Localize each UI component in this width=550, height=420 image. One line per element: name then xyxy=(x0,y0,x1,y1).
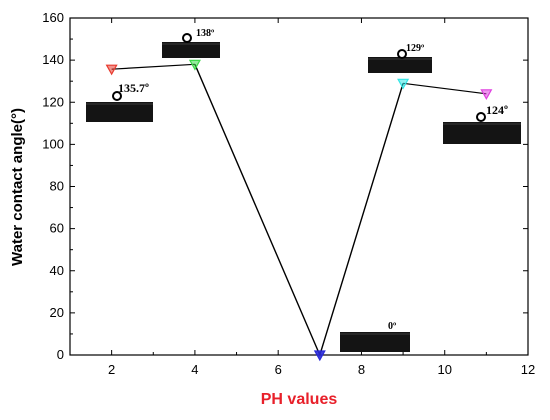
x-tick-label: 2 xyxy=(108,362,115,377)
series-line xyxy=(194,64,404,358)
droplet-photo xyxy=(443,122,521,144)
data-point-marker xyxy=(397,78,410,90)
droplet-icon xyxy=(112,91,122,101)
angle-label: 135.7º xyxy=(118,81,149,95)
x-axis-title: PH values xyxy=(261,391,338,408)
angle-annotations: 135.7º 138º 0º 129º 124º xyxy=(118,28,508,332)
data-point-marker xyxy=(105,64,118,76)
y-tick-label: 100 xyxy=(42,136,64,151)
angle-label: 0º xyxy=(388,321,397,332)
x-tick-label: 6 xyxy=(275,362,282,377)
series-segment xyxy=(111,63,195,70)
y-tick-label: 20 xyxy=(50,305,64,320)
droplet-icon xyxy=(182,33,192,43)
y-tick-label: 120 xyxy=(42,94,64,109)
data-point-marker xyxy=(313,350,326,362)
droplet-photo xyxy=(340,332,410,352)
angle-label: 129º xyxy=(406,43,425,54)
y-tick-label: 0 xyxy=(57,347,64,362)
droplet-icon xyxy=(397,49,407,59)
droplet-photo xyxy=(162,42,220,58)
data-point-marker xyxy=(188,59,201,71)
x-tick-label: 12 xyxy=(521,362,535,377)
y-axis-title: Water contact angle(°) xyxy=(9,108,26,266)
droplet-photos xyxy=(86,33,521,352)
y-tick-label: 140 xyxy=(42,52,64,67)
droplet-icon xyxy=(476,112,486,122)
data-series xyxy=(105,59,493,362)
data-point-marker xyxy=(480,89,493,101)
axis-ticks xyxy=(69,17,529,356)
y-tick-label: 80 xyxy=(50,179,64,194)
x-tick-label: 8 xyxy=(358,362,365,377)
x-tick-label: 10 xyxy=(437,362,451,377)
series-segment xyxy=(403,82,487,95)
droplet-photo xyxy=(368,57,432,73)
angle-label: 124º xyxy=(486,103,508,117)
droplet-photo xyxy=(86,102,153,122)
angle-label: 138º xyxy=(196,28,215,39)
y-tick-label: 160 xyxy=(42,10,64,25)
y-tick-label: 60 xyxy=(50,221,64,236)
x-tick-label: 4 xyxy=(191,362,198,377)
y-tick-label: 40 xyxy=(50,263,64,278)
plot-frame xyxy=(69,17,529,356)
